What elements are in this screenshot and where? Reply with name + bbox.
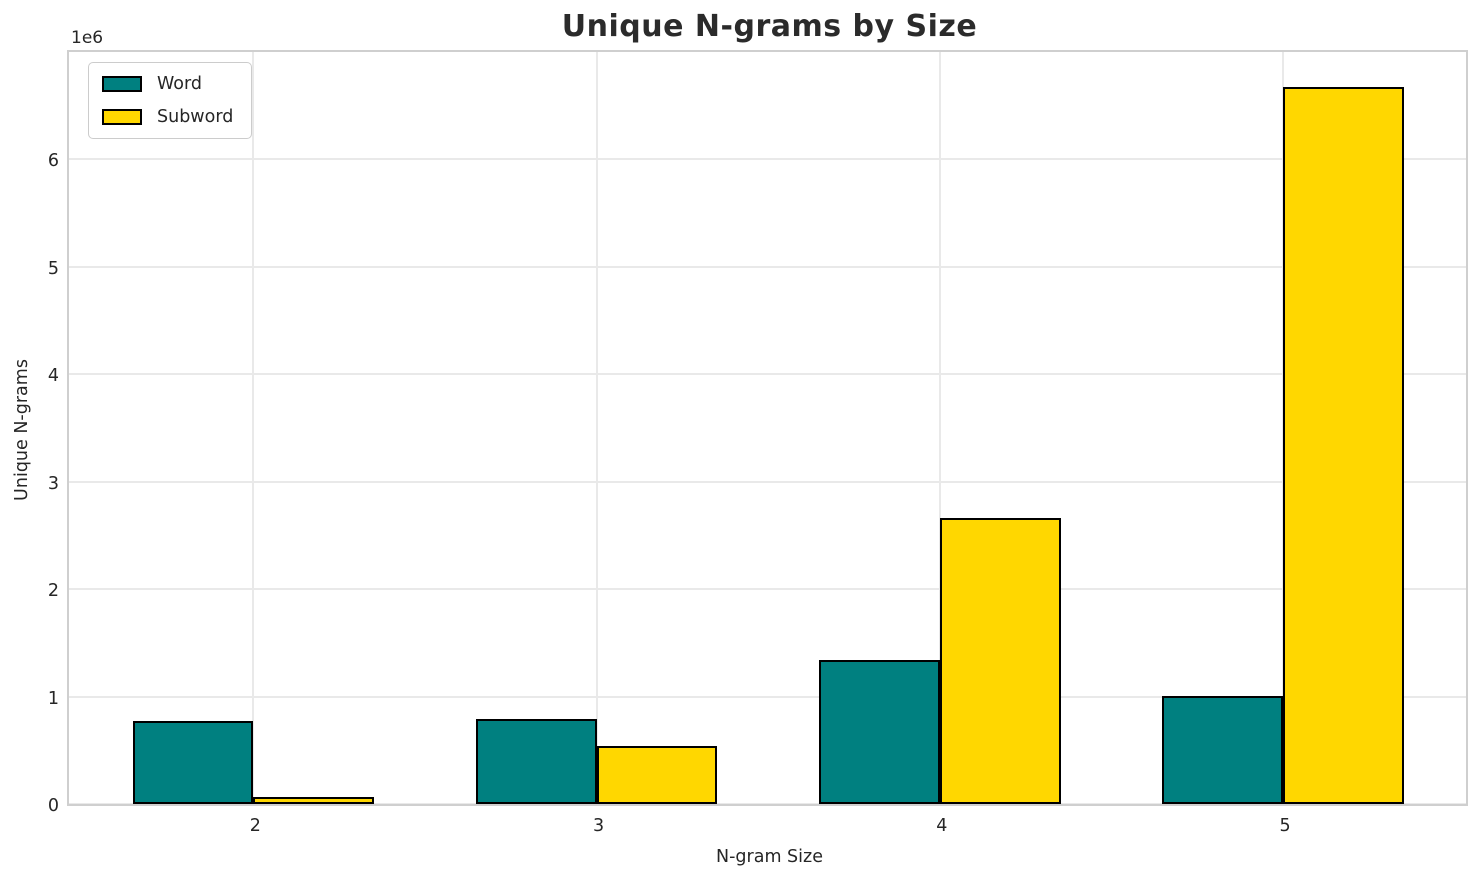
gridline-horizontal — [69, 588, 1466, 591]
gridline-horizontal — [69, 265, 1466, 268]
bar-subword-ngram-2 — [253, 797, 375, 804]
y-tick-label: 1 — [47, 688, 59, 709]
plot-border — [67, 50, 1468, 806]
y-tick-label: 6 — [47, 151, 59, 172]
x-tick-label: 3 — [592, 816, 605, 836]
legend-item-word: Word — [102, 74, 233, 94]
bar-subword-ngram-5 — [1283, 87, 1404, 804]
legend-label-subword: Subword — [157, 107, 234, 127]
x-tick-label: 4 — [936, 816, 948, 836]
chart-title: Unique N-grams by Size — [561, 9, 978, 44]
bar-subword-ngram-3 — [596, 745, 718, 804]
x-tick-label: 5 — [1279, 816, 1291, 836]
y-tick-label: 4 — [47, 366, 59, 387]
gridline-vertical — [595, 52, 598, 804]
legend-label-word: Word — [157, 74, 202, 94]
gridline-horizontal — [69, 695, 1466, 698]
x-axis-label: N-gram Size — [716, 847, 823, 867]
y-tick-label: 3 — [47, 473, 59, 494]
legend: Word Subword — [88, 62, 253, 139]
bar-subword-ngram-4 — [939, 518, 1061, 804]
subword-series-swatch — [102, 109, 142, 125]
y-tick-label: 0 — [47, 796, 59, 816]
gridline-vertical — [938, 52, 941, 804]
y-tick-label: 5 — [47, 258, 59, 279]
gridline-horizontal — [69, 373, 1466, 376]
bar-word-ngram-5 — [1162, 696, 1284, 804]
y-axis-offset-label: 1e6 — [71, 28, 104, 48]
bar-word-ngram-3 — [475, 719, 597, 804]
bar-word-ngram-4 — [818, 660, 940, 804]
legend-item-subword: Subword — [102, 107, 233, 127]
bar-word-ngram-2 — [132, 721, 254, 804]
y-tick-label: 2 — [47, 581, 59, 602]
word-series-swatch — [102, 76, 142, 92]
gridline-horizontal — [69, 158, 1466, 161]
gridline-horizontal — [69, 480, 1466, 483]
gridline-vertical — [252, 52, 255, 804]
x-tick-label: 2 — [249, 816, 261, 836]
plot-area: Word Subword — [67, 50, 1468, 806]
